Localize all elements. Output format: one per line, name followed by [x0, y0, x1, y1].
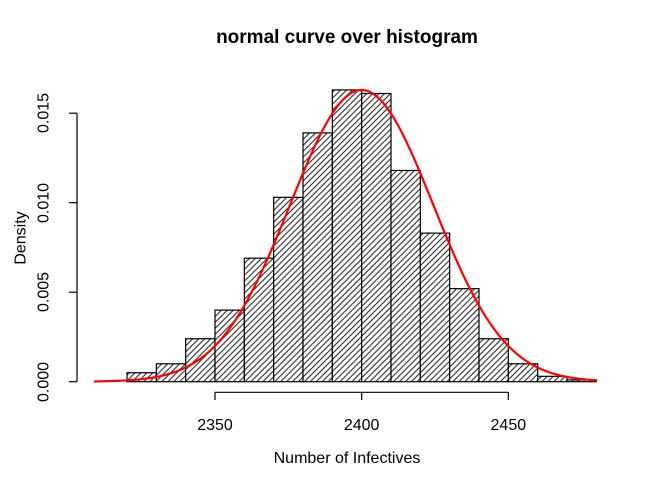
histogram-bar	[478, 338, 509, 383]
histogram-bar	[449, 288, 480, 383]
y-tick-label: 0.005	[35, 272, 53, 313]
x-tick-label: 2350	[197, 417, 233, 434]
histogram-bar	[273, 196, 304, 383]
histogram-bar	[419, 232, 451, 383]
y-tick-label: 0.010	[35, 182, 53, 223]
y-axis-label: Density	[12, 211, 30, 265]
histogram-bar	[214, 309, 245, 383]
histogram-bar	[390, 169, 421, 383]
histogram-bar	[331, 89, 363, 383]
histogram-bar	[302, 132, 333, 383]
y-tick-label: 0.015	[35, 93, 53, 134]
normal-curve	[93, 88, 598, 383]
x-axis-label: Number of Infectives	[273, 450, 421, 467]
y-tick-label: 0.000	[35, 361, 53, 402]
histogram-bar	[185, 338, 216, 383]
histogram-bar	[361, 92, 392, 383]
histogram-bar	[507, 363, 539, 383]
x-tick-label: 2450	[490, 417, 527, 434]
histogram-bar	[537, 375, 568, 383]
chart-title: normal curve over histogram	[216, 27, 478, 48]
x-tick-label: 2400	[343, 417, 380, 434]
